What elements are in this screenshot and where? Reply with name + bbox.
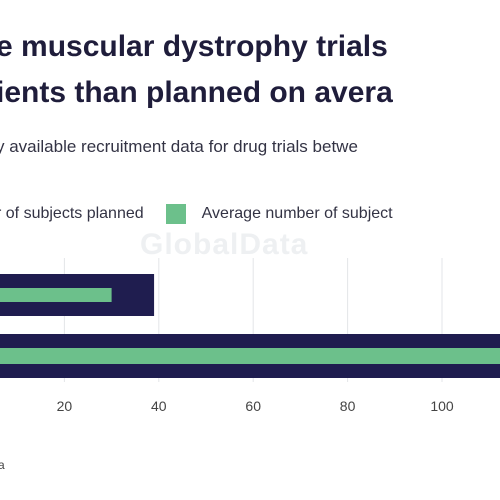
x-tick-label-60: 60	[245, 398, 261, 414]
legend-item-planned: r of subjects planned	[0, 205, 144, 223]
legend-item-average: Average number of subject	[165, 204, 393, 224]
bar-average-1	[0, 348, 500, 364]
x-tick-label-20: 20	[57, 398, 73, 414]
watermark-logo: GlobalData	[140, 228, 309, 261]
legend-label-planned: r of subjects planned	[0, 205, 144, 222]
legend-label-average: Average number of subject	[201, 205, 393, 222]
chart-title: e muscular dystrophy trials ients than p…	[0, 24, 500, 116]
legend-swatch-average	[165, 204, 186, 224]
x-tick-label-100: 100	[430, 398, 454, 414]
chart-subtitle: y available recruitment data for drug tr…	[0, 137, 358, 156]
bar-average-0	[0, 288, 112, 302]
chart-title-line-1: e muscular dystrophy trials	[0, 30, 388, 63]
chart-legend: r of subjects planned Average number of …	[0, 204, 393, 224]
x-tick-label-80: 80	[340, 398, 356, 414]
chart-title-line-2: ients than planned on avera	[0, 76, 393, 109]
x-tick-label-40: 40	[151, 398, 167, 414]
source-note: a	[0, 458, 5, 472]
